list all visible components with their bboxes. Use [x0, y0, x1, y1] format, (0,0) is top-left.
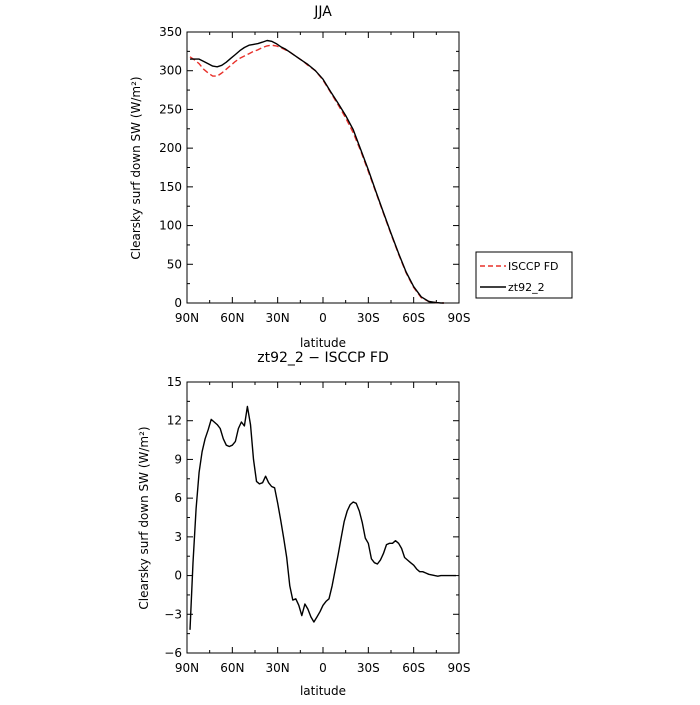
y-tick-label: −3: [164, 607, 182, 621]
x-tick-label: 30N: [266, 311, 290, 325]
y-tick-label: 100: [159, 219, 182, 233]
x-tick-label: 0: [319, 661, 327, 675]
x-tick-label: 90N: [175, 661, 199, 675]
bottom-chart-title: zt92_2 − ISCCP FD: [257, 350, 388, 366]
x-tick-label: 60S: [402, 661, 425, 675]
legend-box: [475, 251, 573, 299]
x-tick-label: 60N: [220, 661, 244, 675]
y-tick-label: 0: [174, 569, 182, 583]
x-tick-label: 30S: [357, 311, 380, 325]
y-tick-label: 150: [159, 180, 182, 194]
y-tick-label: 250: [159, 102, 182, 116]
series-line-diff-0: [189, 405, 456, 630]
y-tick-label: 15: [167, 375, 182, 389]
y-tick-label: 3: [174, 530, 182, 544]
x-tick-label: 60N: [220, 311, 244, 325]
x-tick-label: 90S: [448, 661, 471, 675]
legend-label-isccp: ISCCP FD: [508, 260, 559, 273]
y-tick-label: 200: [159, 141, 182, 155]
top-y-axis-label: Clearsky surf down SW (W/m²): [129, 76, 143, 259]
bottom-y-axis-label-text: Clearsky surf down SW (W/m²): [137, 426, 151, 609]
x-tick-label: 0: [319, 311, 327, 325]
y-tick-label: 9: [174, 452, 182, 466]
bottom-x-axis-label: latitude: [300, 684, 346, 698]
y-tick-label: 0: [174, 296, 182, 310]
y-tick-label: 6: [174, 491, 182, 505]
bottom-y-axis-label: Clearsky surf down SW (W/m²): [137, 426, 151, 609]
legend: ISCCP FD zt92_2: [475, 251, 573, 299]
y-tick-label: 12: [167, 414, 182, 428]
x-tick-label: 30N: [266, 661, 290, 675]
top-y-axis-label-text: Clearsky surf down SW (W/m²): [129, 76, 143, 259]
y-tick-label: 50: [167, 257, 182, 271]
top-x-axis-label: latitude: [300, 336, 346, 350]
x-tick-label: 90N: [175, 311, 199, 325]
x-tick-label: 30S: [357, 661, 380, 675]
top-chart-title: JJA: [313, 4, 332, 20]
y-tick-label: −6: [164, 646, 182, 660]
plot-frame-1: [186, 381, 460, 654]
plot-frame-0: [186, 31, 460, 304]
series-line-isccp-fd: [189, 44, 444, 304]
x-tick-label: 90S: [448, 311, 471, 325]
y-tick-label: 300: [159, 64, 182, 78]
y-tick-label: 350: [159, 25, 182, 39]
x-tick-label: 60S: [402, 311, 425, 325]
top-panel: JJA latitude Clearsky surf down SW (W/m²…: [129, 4, 573, 350]
series-line-zt92_2: [190, 39, 444, 304]
legend-label-zt92: zt92_2: [508, 281, 545, 294]
bottom-panel: zt92_2 − ISCCP FD latitude Clearsky surf…: [137, 350, 470, 698]
